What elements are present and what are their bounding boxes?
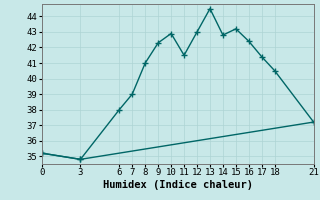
X-axis label: Humidex (Indice chaleur): Humidex (Indice chaleur) xyxy=(103,180,252,190)
